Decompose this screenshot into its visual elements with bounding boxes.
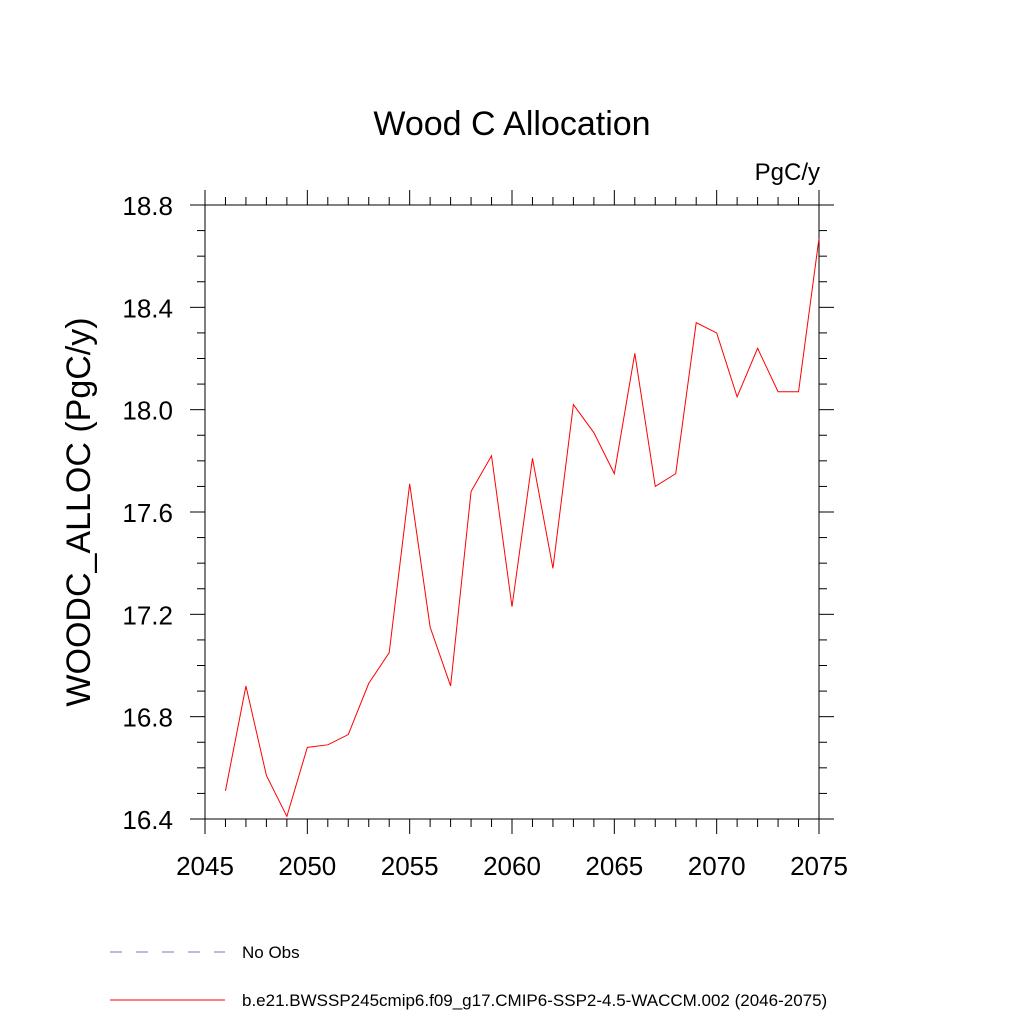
x-tick-labels: 2045 2050 2055 2060 2065 2070 2075	[176, 851, 848, 881]
y-tick-label: 17.6	[122, 498, 173, 528]
y-tick-label: 17.2	[122, 600, 173, 630]
y-tick-label: 18.0	[122, 396, 173, 426]
x-tick-label: 2065	[585, 851, 643, 881]
x-tick-label: 2075	[790, 851, 848, 881]
y-tick-label: 16.8	[122, 703, 173, 733]
x-tick-label: 2050	[278, 851, 336, 881]
y-tick-labels: 16.4 16.8 17.2 17.6 18.0 18.4 18.8	[122, 191, 173, 835]
y-tick-label: 16.4	[122, 805, 173, 835]
x-tick-label: 2060	[483, 851, 541, 881]
axis-ticks	[190, 190, 834, 834]
units-label: PgC/y	[755, 159, 820, 186]
x-tick-label: 2045	[176, 851, 234, 881]
plot-frame	[204, 204, 820, 820]
legend: No Obs b.e21.BWSSP245cmip6.f09_g17.CMIP6…	[110, 943, 827, 1010]
legend-label-no-obs: No Obs	[242, 943, 300, 962]
series-line	[224, 238, 820, 818]
chart-title: Wood C Allocation	[373, 105, 650, 143]
y-tick-label: 18.4	[122, 293, 173, 323]
y-tick-label: 18.8	[122, 191, 173, 221]
x-tick-label: 2070	[688, 851, 746, 881]
x-tick-label: 2055	[381, 851, 439, 881]
legend-label-model-run: b.e21.BWSSP245cmip6.f09_g17.CMIP6-SSP2-4…	[242, 991, 827, 1010]
y-axis-label: WOODC_ALLOC (PgC/y)	[60, 317, 98, 706]
series-lines	[224, 238, 820, 818]
